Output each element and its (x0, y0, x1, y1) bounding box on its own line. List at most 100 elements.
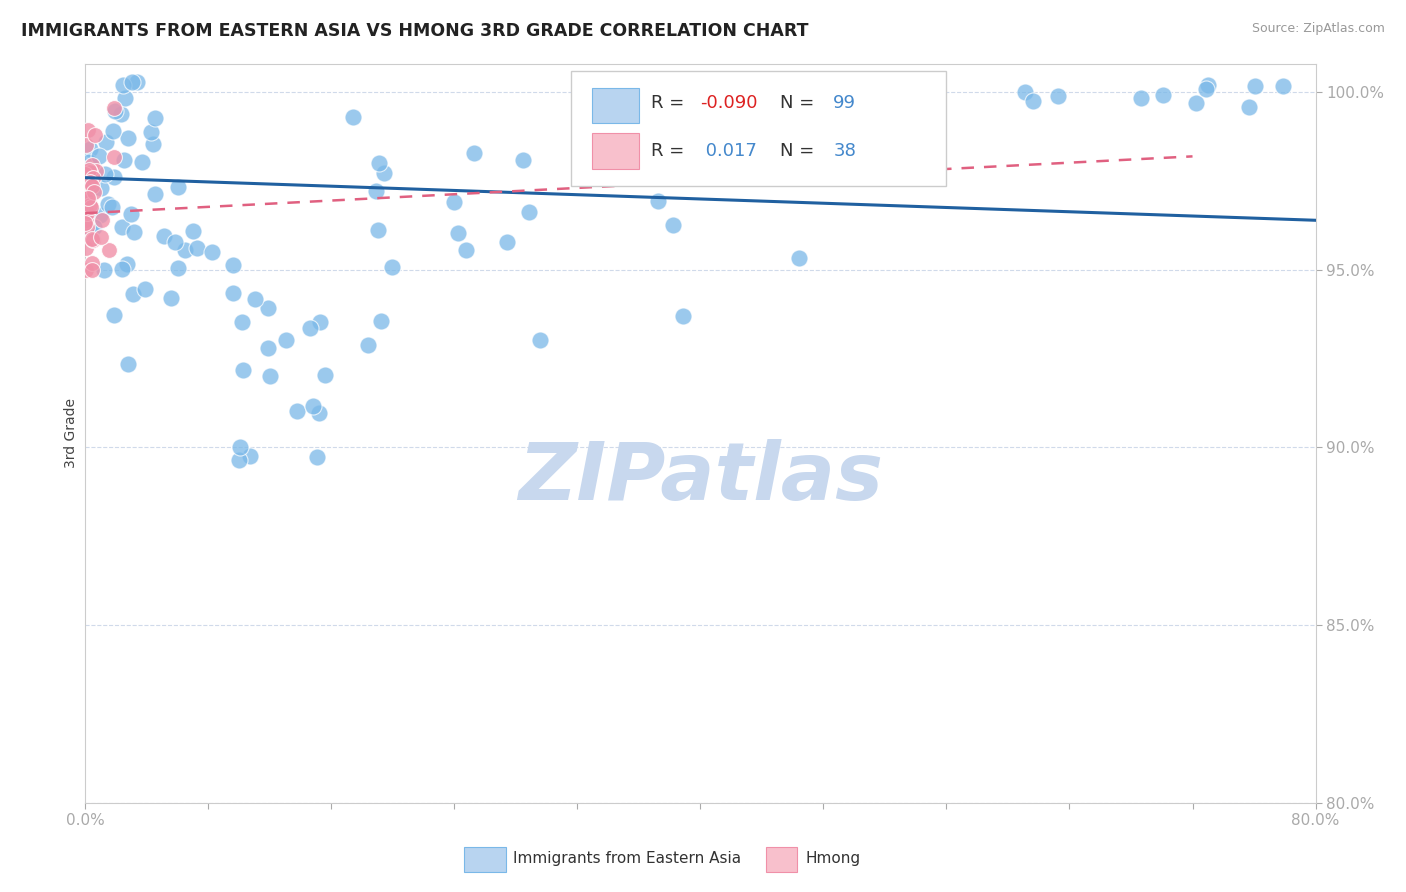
Point (229, 440, 252, 454)
Point (89, 149, 111, 163)
Point (1195, 82, 1218, 96)
Point (80, 255, 103, 269)
Point (447, 226, 470, 240)
Point (1129, 91, 1152, 105)
Point (222, 286, 245, 301)
Point (80, 200, 103, 214)
Point (285, 404, 308, 418)
Point (90, 181, 112, 195)
Point (75, 213, 97, 227)
Point (302, 399, 325, 413)
Point (298, 321, 321, 335)
Point (77, 191, 100, 205)
Point (228, 452, 250, 467)
Point (443, 194, 465, 209)
Point (115, 257, 138, 271)
Point (80, 158, 103, 172)
Point (134, 282, 156, 296)
Point (75, 188, 97, 202)
Point (309, 315, 332, 329)
Point (370, 314, 392, 328)
Point (111, 78, 134, 92)
Point (787, 252, 810, 266)
Point (257, 301, 280, 315)
Point (84, 128, 107, 143)
Point (143, 186, 166, 201)
Point (79, 142, 101, 156)
Point (165, 235, 187, 249)
Point (76, 161, 98, 176)
Point (122, 225, 145, 239)
Point (1244, 79, 1267, 94)
Point (243, 292, 266, 306)
Text: Hmong: Hmong (806, 851, 860, 865)
Point (103, 169, 125, 184)
Point (82, 232, 104, 246)
Point (82, 233, 104, 247)
Text: -0.090: -0.090 (700, 95, 758, 112)
Point (75, 263, 97, 277)
Point (1152, 87, 1174, 102)
Point (103, 308, 125, 322)
Point (84, 163, 107, 178)
Point (276, 333, 298, 347)
Point (672, 309, 695, 323)
Point (80, 178, 103, 193)
Point (82, 263, 104, 277)
Point (110, 107, 132, 121)
Point (366, 184, 388, 198)
Point (79, 175, 101, 189)
Point (174, 244, 197, 258)
Y-axis label: 3rd Grade: 3rd Grade (65, 399, 79, 468)
Point (373, 166, 395, 180)
Point (77, 123, 100, 137)
Point (76, 204, 98, 219)
Point (367, 223, 389, 237)
Point (75, 138, 97, 153)
Text: 0.017: 0.017 (700, 142, 758, 161)
Point (75, 167, 97, 181)
Point (94, 135, 117, 149)
Point (512, 153, 534, 167)
Point (139, 125, 162, 139)
Point (186, 241, 208, 255)
Point (75, 188, 97, 202)
Point (103, 101, 125, 115)
Point (257, 341, 280, 355)
Point (1185, 95, 1208, 110)
Point (93, 262, 115, 277)
Point (76, 205, 98, 219)
Point (91, 213, 114, 227)
Point (305, 450, 328, 464)
Point (222, 258, 245, 272)
Point (83, 220, 105, 235)
Text: R =: R = (651, 95, 690, 112)
Point (454, 243, 477, 257)
Point (381, 260, 404, 275)
Bar (592, 134, 638, 169)
Text: 99: 99 (834, 95, 856, 112)
Point (75, 241, 97, 255)
Point (145, 111, 167, 125)
Point (121, 286, 143, 301)
Point (75, 216, 97, 230)
Text: 38: 38 (834, 142, 856, 161)
Point (1237, 100, 1260, 114)
Point (232, 362, 254, 376)
Point (181, 224, 204, 238)
Text: R =: R = (651, 142, 690, 161)
Point (368, 156, 391, 170)
Point (101, 200, 124, 214)
Point (101, 124, 124, 138)
Point (75, 175, 97, 189)
Point (82, 171, 104, 186)
Point (167, 180, 190, 194)
Point (201, 244, 224, 259)
Point (496, 235, 519, 249)
Point (114, 91, 136, 105)
Point (76, 220, 98, 235)
Point (519, 204, 541, 219)
Point (314, 368, 336, 383)
Point (529, 333, 551, 347)
Point (915, 85, 938, 99)
